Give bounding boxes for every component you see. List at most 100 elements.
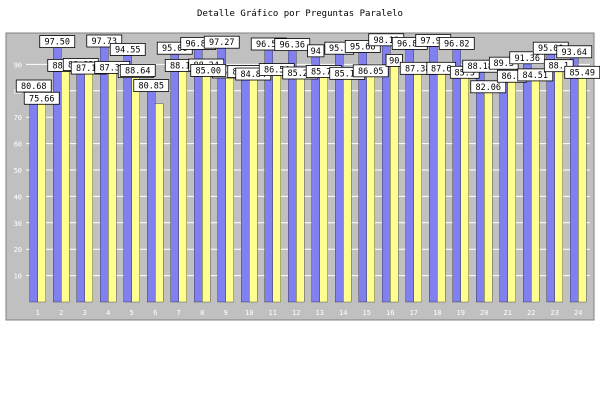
bar-series-a [570,54,579,303]
data-label-series-a: 97.95 [420,36,446,46]
data-label-series-a-box [556,45,593,59]
x-tick-label: 4 [106,309,110,317]
bar-series-a [523,60,532,303]
data-label-series-b: 90 [389,56,399,66]
x-tick-label: 13 [316,309,324,317]
data-label-series-b: 85.10 [334,69,360,79]
data-label-series-a: 98.18 [373,36,399,46]
data-label-series-b: 86.05 [358,67,384,77]
data-label-series-b: 87.6 [431,64,451,74]
x-tick-label: 12 [292,309,300,317]
x-tick-label: 9 [224,309,228,317]
data-label-series-b: 88.1 [549,62,569,72]
bar-series-a [382,42,391,303]
bar-series-b [343,77,352,303]
x-tick-label: 5 [130,309,134,317]
data-label-series-b: 85.23 [287,69,313,79]
x-tick-label: 8 [200,309,204,317]
y-tick-label: 70 [14,114,22,122]
bar-series-a [405,46,414,303]
data-label-series-a: 89.3 [494,59,514,69]
x-tick-label: 10 [245,309,253,317]
bar-series-b [61,69,70,303]
bar-series-a [311,53,320,303]
data-label-series-b: 84.84 [240,70,266,80]
data-label-series-a-box [307,44,325,58]
data-label-extra-box [190,64,227,77]
data-label-series-a: 93.64 [561,48,587,58]
data-label-series-b-box [470,80,507,94]
bar-series-a [452,46,461,303]
data-label-series-b-box [385,54,403,67]
bar-series-a [429,43,438,303]
y-tick-label: 60 [14,141,22,149]
bar-series-b [578,76,587,303]
data-label-series-a-box [509,51,546,65]
data-label-series-a: 96.36 [279,41,305,51]
y-tick-label: 40 [14,193,22,201]
data-label-series-b: 75.66 [29,94,55,104]
bar-series-b [84,71,93,303]
x-tick-label: 11 [269,309,277,317]
y-tick-label: 90 [14,61,22,69]
bar-series-a [76,67,85,303]
data-label-series-a: 97.27 [209,38,235,48]
data-label-extra: 85.00 [195,66,221,76]
bar-series-b [554,69,563,303]
data-label-series-b: 85.79 [311,68,337,78]
data-label-series-a-box [109,42,146,56]
data-label-series-a: 96.82 [444,39,470,49]
data-label-series-a: 80.68 [21,82,47,92]
bar-series-b [296,76,305,303]
data-label-series-b: 82.06 [475,83,501,93]
data-label-series-a: 97.73 [91,37,117,47]
data-label-series-b: 85.49 [569,68,595,78]
y-tick-label: 20 [14,246,22,254]
data-label-series-a: 95.00 [538,44,564,54]
bar-series-b [507,80,516,303]
x-tick-label: 22 [527,309,535,317]
data-label-series-a-box [133,79,170,92]
data-label-series-a-box [203,35,240,49]
data-label-series-a: 96.59 [256,40,282,50]
data-label-series-b: 87.10 [76,64,102,74]
x-tick-label: 24 [574,309,582,317]
chart-title: Detalle Gráfico por Preguntas Paralelo [197,9,403,19]
bar-series-a [100,43,109,303]
data-label-extra-box [119,64,156,77]
data-label-series-a-box [39,35,76,48]
bar-series-b [272,73,281,303]
data-label-series-a: 96.82 [397,39,423,49]
bar-series-b [531,78,540,303]
bar-series-b [202,68,211,303]
bar-series-a [335,51,344,303]
y-tick-label: 10 [14,273,22,281]
bar-series-b [155,103,164,303]
x-tick-label: 17 [410,309,418,317]
data-label-series-a: 96.82 [185,39,211,49]
x-tick-label: 23 [551,309,559,317]
data-label-series-b: 87.34 [99,63,125,73]
bar-series-b [178,69,187,303]
data-label-series-a: 97.50 [44,38,70,48]
data-label-series-b: 87.38 [405,64,431,74]
x-tick-label: 7 [177,309,181,317]
bar-series-a [29,88,38,303]
data-label-series-a: 95.00 [162,44,188,54]
x-tick-label: 19 [457,309,465,317]
data-label-series-a: 80.85 [138,82,164,92]
bar-series-a [264,46,273,303]
bar-series-a [217,45,226,303]
data-label-series-a: 95.0 [329,44,349,54]
data-label-series-a-box [438,36,475,50]
data-label-series-a: 88.18 [467,62,493,72]
x-tick-label: 6 [153,309,157,317]
bar-series-b [366,74,375,303]
data-label-series-a: 94 [311,47,321,57]
data-label-series-b-box [352,64,389,78]
x-tick-label: 18 [433,309,441,317]
x-tick-label: 15 [363,309,371,317]
bar-series-a [147,88,156,303]
data-label-series-b-box [23,91,60,105]
